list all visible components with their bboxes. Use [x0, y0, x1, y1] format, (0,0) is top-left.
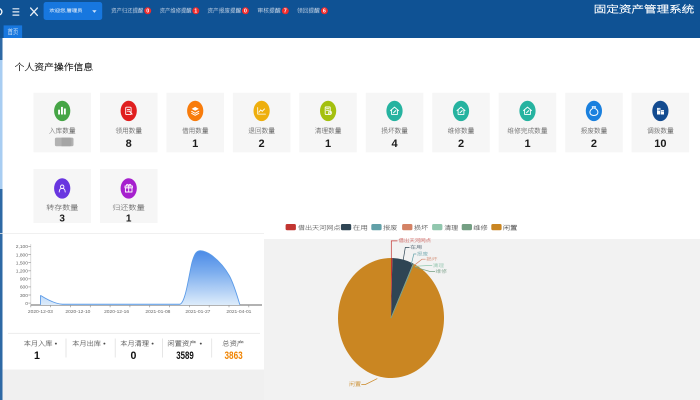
svg-text:3863: 3863 — [225, 350, 243, 362]
svg-text:0: 0 — [25, 301, 28, 307]
svg-text:0: 0 — [130, 350, 136, 362]
svg-text:1: 1 — [325, 138, 331, 150]
svg-text:1: 1 — [194, 9, 197, 15]
svg-text:2: 2 — [458, 138, 464, 150]
svg-text:2021-04-01: 2021-04-01 — [226, 309, 251, 315]
svg-text:2020-12-16: 2020-12-16 — [104, 309, 129, 315]
svg-text:8: 8 — [126, 138, 132, 150]
svg-text:2: 2 — [259, 138, 265, 150]
svg-text:3: 3 — [59, 213, 65, 224]
svg-text:300: 300 — [20, 293, 28, 299]
svg-text:0: 0 — [146, 9, 149, 15]
svg-text:900: 900 — [20, 277, 28, 283]
svg-text:10: 10 — [654, 138, 666, 150]
svg-text:0: 0 — [244, 9, 247, 15]
svg-text:1: 1 — [34, 350, 40, 362]
svg-text:2021-01-08: 2021-01-08 — [145, 309, 170, 315]
svg-text:6: 6 — [323, 9, 326, 15]
svg-text:1: 1 — [126, 213, 132, 224]
svg-text:2,100: 2,100 — [16, 244, 29, 250]
svg-text:1,500: 1,500 — [16, 260, 29, 266]
svg-text:600: 600 — [20, 285, 28, 291]
svg-text:1: 1 — [524, 138, 530, 150]
svg-text:3589: 3589 — [176, 350, 194, 362]
svg-text:4: 4 — [391, 138, 398, 150]
svg-text:2021-01-27: 2021-01-27 — [185, 309, 210, 315]
svg-text:2020-12-10: 2020-12-10 — [65, 309, 90, 315]
svg-text:1,200: 1,200 — [16, 269, 29, 275]
svg-text:7: 7 — [284, 9, 287, 15]
svg-text:1: 1 — [192, 138, 198, 150]
svg-text:2020-12-03: 2020-12-03 — [28, 309, 53, 315]
svg-text:2: 2 — [591, 138, 597, 150]
svg-text:1,800: 1,800 — [16, 252, 29, 258]
